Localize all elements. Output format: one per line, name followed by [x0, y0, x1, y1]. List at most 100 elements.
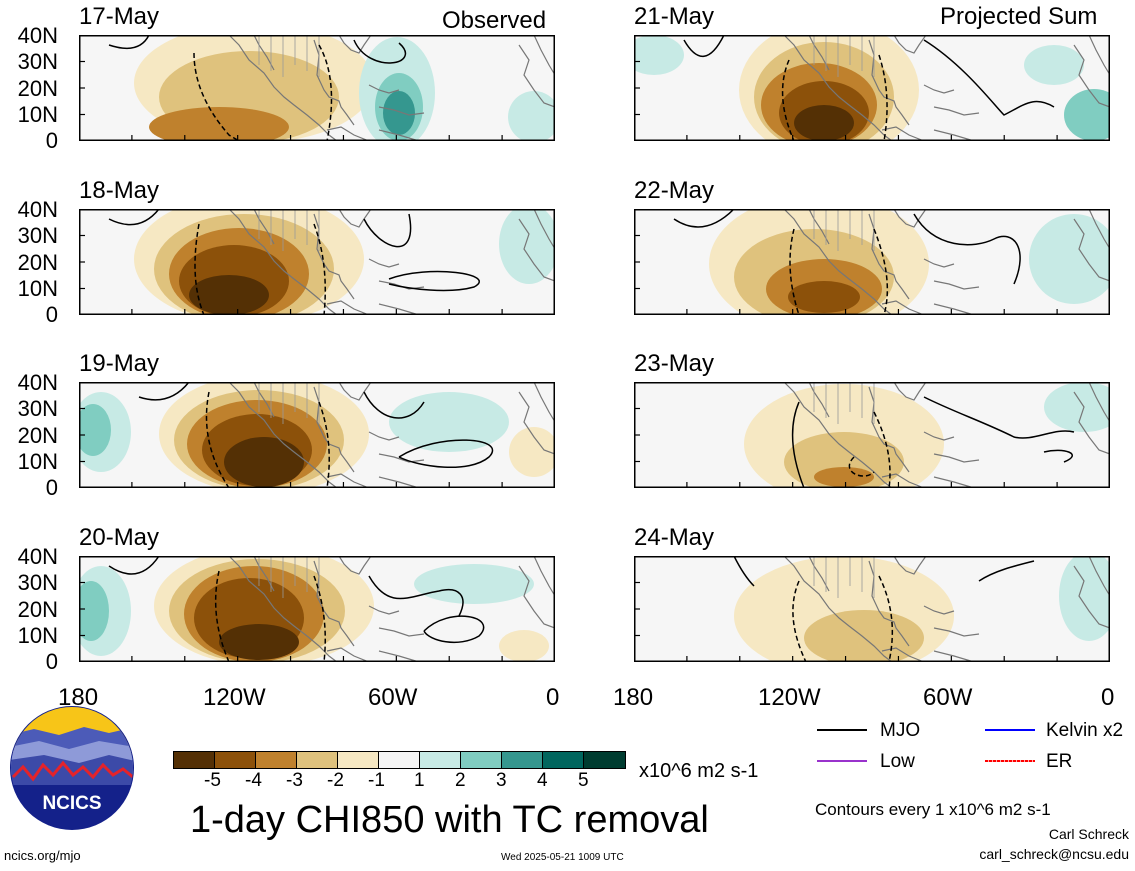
- coastline: [893, 382, 927, 401]
- contour-line: [318, 44, 333, 141]
- contour-line: [878, 54, 888, 141]
- coastline: [881, 126, 925, 141]
- colorbar-swatch: [501, 751, 543, 769]
- lat-label: 10N: [17, 449, 58, 474]
- map-panel-19-may: [79, 382, 555, 488]
- author-email: carl_schreck@ncsu.edu: [979, 846, 1129, 862]
- panel-date: 20-May: [79, 524, 160, 551]
- coastline: [313, 39, 355, 126]
- colorbar-swatch: [419, 751, 461, 769]
- contour-line: [878, 575, 894, 662]
- contour-line: [108, 209, 160, 226]
- shaded-anomaly-region: [219, 624, 299, 660]
- contour-line: [923, 39, 1055, 116]
- lat-label: 30N: [17, 570, 58, 595]
- timestamp: Wed 2025-05-21 1009 UTC: [501, 852, 624, 863]
- coastline: [378, 129, 420, 141]
- legend-line-mjo: [817, 729, 867, 731]
- coastline: [518, 391, 555, 455]
- lon-label: 180: [613, 684, 654, 711]
- panel-date: 19-May: [79, 350, 160, 377]
- ncics-logo: NCICS: [10, 706, 134, 830]
- legend-label-kelvin: Kelvin x2: [1046, 720, 1124, 741]
- coastline: [893, 35, 927, 54]
- colorbar-swatch: [337, 751, 379, 769]
- map-panel-21-may: [634, 35, 1110, 141]
- coastline: [1073, 44, 1110, 108]
- shaded-anomaly-region: [634, 35, 684, 75]
- contour-line: [363, 391, 425, 419]
- map-panel-canvas: [634, 556, 1110, 662]
- contour-line: [978, 560, 1035, 582]
- coastline: [533, 382, 555, 423]
- observed-label: Observed: [442, 7, 547, 34]
- coastline: [1073, 565, 1110, 629]
- colorbar-swatch: [542, 751, 584, 769]
- coastline: [518, 565, 555, 629]
- map-panel-canvas: [634, 35, 1110, 141]
- coastline: [808, 209, 830, 245]
- coastline: [338, 382, 372, 401]
- shaded-anomaly-region: [509, 427, 555, 477]
- shaded-anomaly-region: [1059, 556, 1110, 641]
- shaded-anomaly-region: [149, 107, 289, 141]
- map-panel-23-may: [634, 382, 1110, 488]
- colorbar-swatch: [378, 751, 420, 769]
- map-panel-20-may: [79, 556, 555, 662]
- colorbar-tick-label: -1: [368, 770, 385, 791]
- lat-label: 20N: [17, 597, 58, 622]
- coastline: [533, 209, 555, 250]
- coastline: [868, 39, 910, 126]
- lat-label: 30N: [17, 396, 58, 421]
- coastline: [326, 647, 370, 662]
- colorbar-units: x10^6 m2 s-1: [639, 760, 759, 782]
- coastline: [923, 84, 955, 94]
- coastline: [893, 556, 927, 575]
- contour-line: [913, 213, 1021, 285]
- panel-date: 22-May: [634, 177, 715, 204]
- contour-line: [363, 213, 412, 248]
- coastline: [313, 560, 355, 647]
- lat-label: 0: [45, 649, 58, 674]
- shaded-anomaly-region: [788, 281, 860, 313]
- lon-label: 180: [58, 684, 99, 711]
- panel-date: 18-May: [79, 177, 160, 204]
- legend-line-er: [985, 760, 1035, 762]
- shaded-anomaly-region: [794, 105, 854, 141]
- lat-label: 10N: [17, 276, 58, 301]
- source-url: ncics.org/mjo: [4, 848, 81, 863]
- map-panel-canvas: [79, 382, 555, 488]
- map-panel-17-may: [79, 35, 555, 141]
- contour-line: [388, 270, 480, 292]
- coastline: [368, 258, 400, 268]
- colorbar-swatch: [583, 751, 626, 769]
- lat-label: 30N: [17, 49, 58, 74]
- coastline: [933, 129, 975, 141]
- coastline: [923, 605, 955, 615]
- lat-label: 20N: [17, 76, 58, 101]
- shaded-anomaly-region: [414, 564, 534, 604]
- coastline: [1073, 391, 1110, 455]
- coastline: [253, 35, 275, 71]
- panel-date: 23-May: [634, 350, 715, 377]
- colorbar-tick-label: -3: [286, 770, 303, 791]
- colorbar-swatch: [296, 751, 338, 769]
- legend-label-mjo: MJO: [880, 720, 921, 741]
- shaded-anomaly-region: [224, 437, 304, 487]
- lon-label: 0: [1101, 684, 1115, 711]
- contour-line: [873, 411, 891, 488]
- coastline: [228, 209, 338, 315]
- coastline: [253, 209, 275, 245]
- colorbar-tick-label: 4: [537, 770, 548, 791]
- shaded-anomaly-region: [499, 630, 549, 662]
- contour-line: [313, 575, 326, 662]
- coastline: [1073, 218, 1110, 282]
- lat-label: 0: [45, 128, 58, 153]
- coastline: [783, 556, 893, 662]
- coastline: [923, 258, 955, 268]
- map-panel-24-may: [634, 556, 1110, 662]
- shaded-anomaly-region: [389, 392, 509, 452]
- coastline: [533, 556, 555, 597]
- coastline: [253, 556, 275, 592]
- lat-label: 30N: [17, 223, 58, 248]
